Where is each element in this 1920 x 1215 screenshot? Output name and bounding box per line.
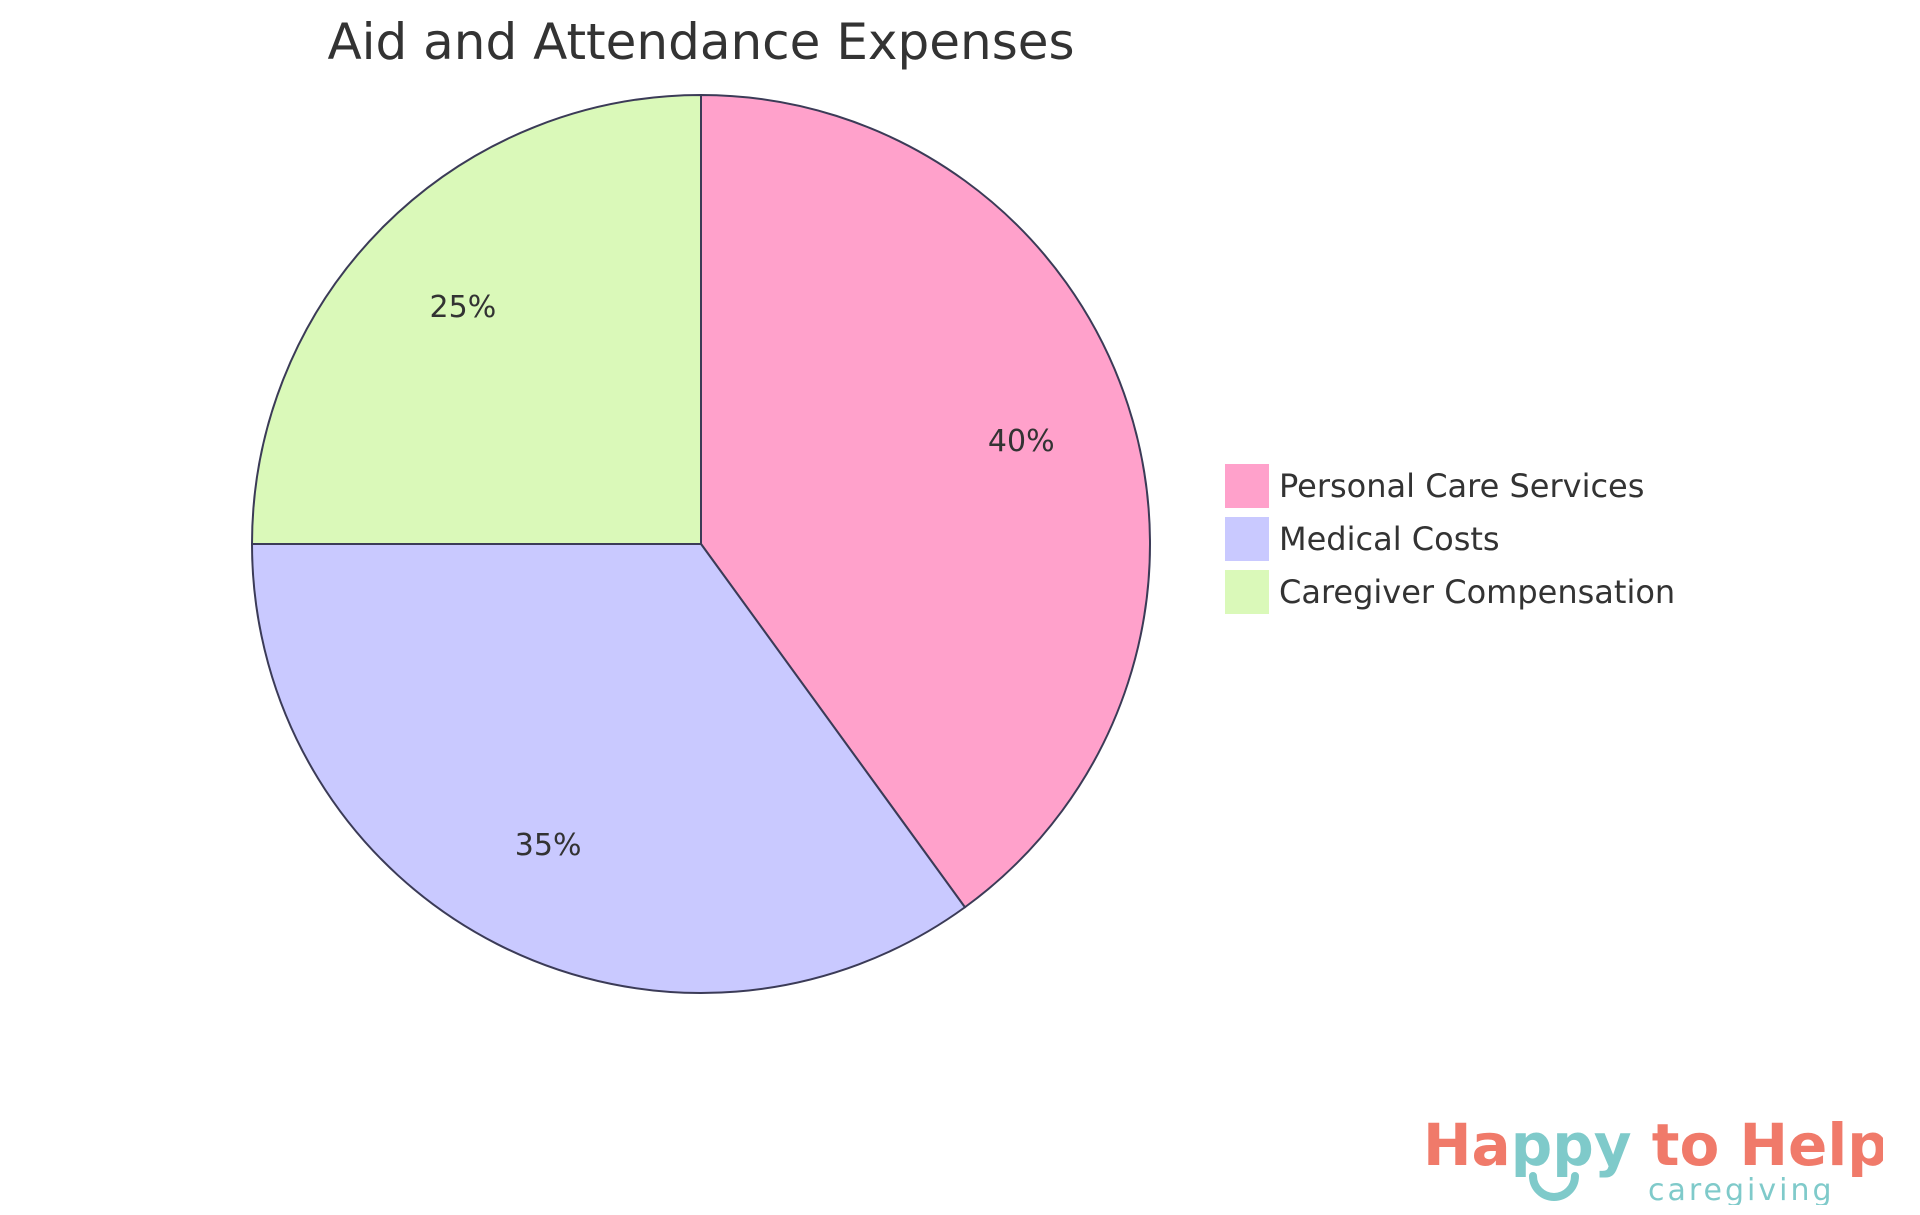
pie-slice-1 [700,93,1152,909]
legend-swatch [1225,517,1269,561]
slice-label: 25% [430,290,497,325]
legend-label: Medical Costs [1279,520,1500,558]
happy-to-help-logo: Happy to Help caregiving [1423,1111,1883,1205]
pie-slice-2 [250,543,967,995]
legend-label: Personal Care Services [1279,467,1644,505]
pie-slice-3 [250,93,702,545]
legend-label: Caregiver Compensation [1279,573,1675,611]
logo-text: to Help [1632,1111,1883,1179]
legend-swatch [1225,570,1269,614]
legend-swatch [1225,464,1269,508]
chart-title: Aid and Attendance Expenses [327,13,1074,71]
logo-subtext: caregiving [1648,1173,1835,1205]
slice-label: 40% [988,424,1055,459]
logo-text: Ha [1423,1111,1511,1179]
slice-label: 35% [515,828,582,863]
svg-text:Happy to Help: Happy to Help [1423,1111,1883,1179]
smile-icon [1529,1172,1579,1201]
logo-text: ppy [1511,1111,1632,1179]
